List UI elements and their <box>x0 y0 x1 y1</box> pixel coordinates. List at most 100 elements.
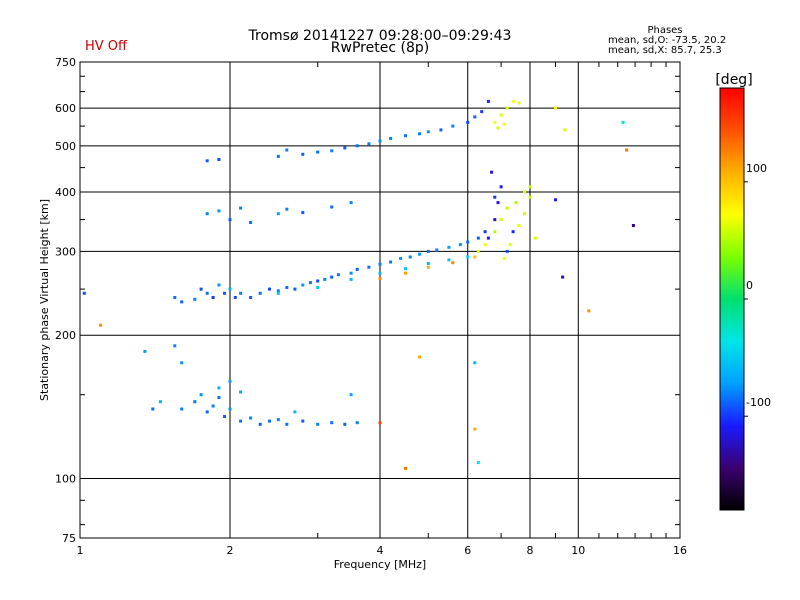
data-point <box>473 427 477 431</box>
data-point <box>476 249 480 253</box>
data-point <box>483 243 487 247</box>
data-point <box>258 422 262 426</box>
stats-x: mean, sd,X: 85.7, 25.3 <box>608 45 722 56</box>
data-point <box>180 407 184 411</box>
data-point <box>199 287 203 291</box>
data-point <box>505 106 509 110</box>
data-point <box>228 379 232 383</box>
data-point <box>473 255 477 259</box>
data-point <box>517 101 521 105</box>
data-point <box>496 126 500 130</box>
x-tick-label: 2 <box>227 544 234 557</box>
y-tick-label: 600 <box>55 102 76 115</box>
data-point <box>217 158 221 161</box>
data-point <box>355 421 359 425</box>
data-point <box>323 277 327 281</box>
y-tick-label: 200 <box>55 329 76 342</box>
data-point <box>151 407 155 411</box>
colorbar <box>719 87 745 511</box>
data-point <box>330 149 334 153</box>
data-point <box>493 218 497 222</box>
data-point <box>180 361 184 365</box>
data-point <box>523 212 526 216</box>
data-point <box>239 419 243 423</box>
data-point <box>426 130 430 134</box>
grid-lines <box>80 62 680 538</box>
data-point <box>193 297 197 301</box>
x-tick-label: 10 <box>571 544 585 557</box>
data-point <box>355 267 359 271</box>
data-point <box>249 416 253 420</box>
data-point <box>193 400 197 404</box>
data-point <box>625 148 629 152</box>
data-point <box>493 120 497 124</box>
data-point <box>217 283 221 287</box>
data-point <box>466 240 470 244</box>
data-point <box>276 154 280 158</box>
data-point <box>473 361 477 365</box>
data-point <box>239 206 243 210</box>
data-point <box>458 243 462 247</box>
data-point <box>502 256 506 260</box>
data-point <box>316 150 320 154</box>
x-tick-labels: 1 2 4 6 8 10 16 <box>77 544 688 557</box>
data-point <box>285 422 289 426</box>
data-point <box>223 415 226 418</box>
y-tick-label: 75 <box>62 532 76 545</box>
data-point <box>276 291 280 295</box>
y-tick-label: 300 <box>55 245 76 258</box>
data-point <box>499 185 503 189</box>
data-point <box>483 230 487 234</box>
y-tick-label: 100 <box>55 473 76 486</box>
data-point <box>502 122 506 126</box>
colorbar-tick-label: 0 <box>746 279 753 292</box>
data-point <box>439 128 443 132</box>
data-point <box>486 99 490 103</box>
data-point <box>249 221 253 224</box>
data-point <box>389 260 393 264</box>
colorbar-tick-label: -100 <box>746 396 771 409</box>
data-point <box>426 262 430 265</box>
data-point <box>355 144 359 148</box>
data-point <box>528 195 532 199</box>
data-point <box>480 110 484 114</box>
data-point <box>367 265 371 269</box>
data-point <box>451 124 455 128</box>
data-point <box>451 261 455 265</box>
data-point <box>330 275 334 279</box>
y-tick-label: 400 <box>55 186 76 199</box>
y-tick-label: 500 <box>55 140 76 153</box>
data-point <box>505 249 509 253</box>
x-tick-label: 4 <box>377 544 384 557</box>
data-point <box>499 113 503 117</box>
data-point <box>404 267 407 271</box>
data-point <box>404 466 407 470</box>
data-point <box>199 393 203 397</box>
chart-title: Tromsø 20141227 09:28:00–09:29:43 <box>248 28 512 44</box>
data-point <box>418 252 421 256</box>
data-point <box>268 287 271 291</box>
data-point <box>316 286 320 289</box>
data-point <box>293 287 297 291</box>
data-point <box>276 212 280 216</box>
data-point <box>316 422 320 426</box>
data-point <box>631 224 635 227</box>
data-point <box>276 289 280 293</box>
data-point <box>505 206 509 210</box>
data-point <box>378 277 382 281</box>
data-point <box>493 230 497 234</box>
data-point <box>514 201 518 205</box>
data-point <box>249 296 253 299</box>
data-point <box>301 152 305 156</box>
data-point <box>205 291 209 295</box>
data-point <box>426 249 430 253</box>
data-point <box>404 271 407 275</box>
data-point <box>180 300 184 304</box>
data-point <box>554 106 557 110</box>
data-point <box>517 224 521 227</box>
data-point <box>476 461 480 465</box>
data-point <box>349 271 353 275</box>
data-point <box>343 422 347 426</box>
data-point <box>493 195 497 199</box>
